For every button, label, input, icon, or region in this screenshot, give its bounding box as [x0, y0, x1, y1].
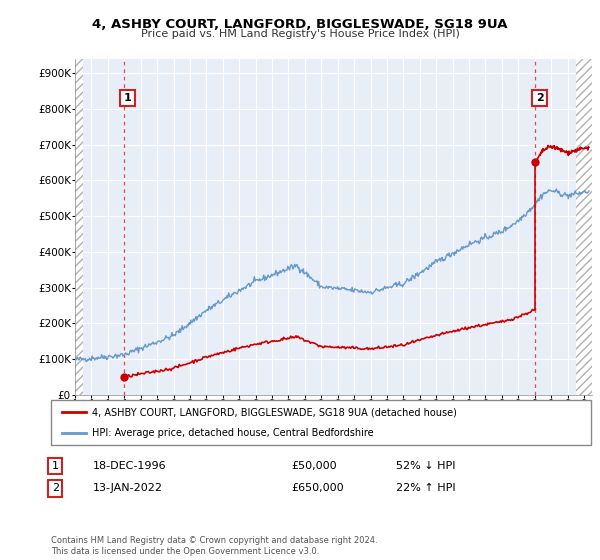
Text: £50,000: £50,000 — [291, 461, 337, 471]
Text: 1: 1 — [124, 93, 131, 103]
Text: 2: 2 — [52, 483, 59, 493]
Text: 4, ASHBY COURT, LANGFORD, BIGGLESWADE, SG18 9UA: 4, ASHBY COURT, LANGFORD, BIGGLESWADE, S… — [92, 18, 508, 31]
Text: £650,000: £650,000 — [291, 483, 344, 493]
Text: 52% ↓ HPI: 52% ↓ HPI — [396, 461, 455, 471]
Text: 22% ↑ HPI: 22% ↑ HPI — [396, 483, 455, 493]
Text: Price paid vs. HM Land Registry's House Price Index (HPI): Price paid vs. HM Land Registry's House … — [140, 29, 460, 39]
Text: Contains HM Land Registry data © Crown copyright and database right 2024.
This d: Contains HM Land Registry data © Crown c… — [51, 536, 377, 556]
Text: 4, ASHBY COURT, LANGFORD, BIGGLESWADE, SG18 9UA (detached house): 4, ASHBY COURT, LANGFORD, BIGGLESWADE, S… — [91, 408, 457, 418]
Text: HPI: Average price, detached house, Central Bedfordshire: HPI: Average price, detached house, Cent… — [91, 428, 373, 438]
Text: 18-DEC-1996: 18-DEC-1996 — [93, 461, 167, 471]
Text: 2: 2 — [536, 93, 544, 103]
Text: 1: 1 — [52, 461, 59, 471]
Text: 13-JAN-2022: 13-JAN-2022 — [93, 483, 163, 493]
FancyBboxPatch shape — [51, 400, 591, 445]
